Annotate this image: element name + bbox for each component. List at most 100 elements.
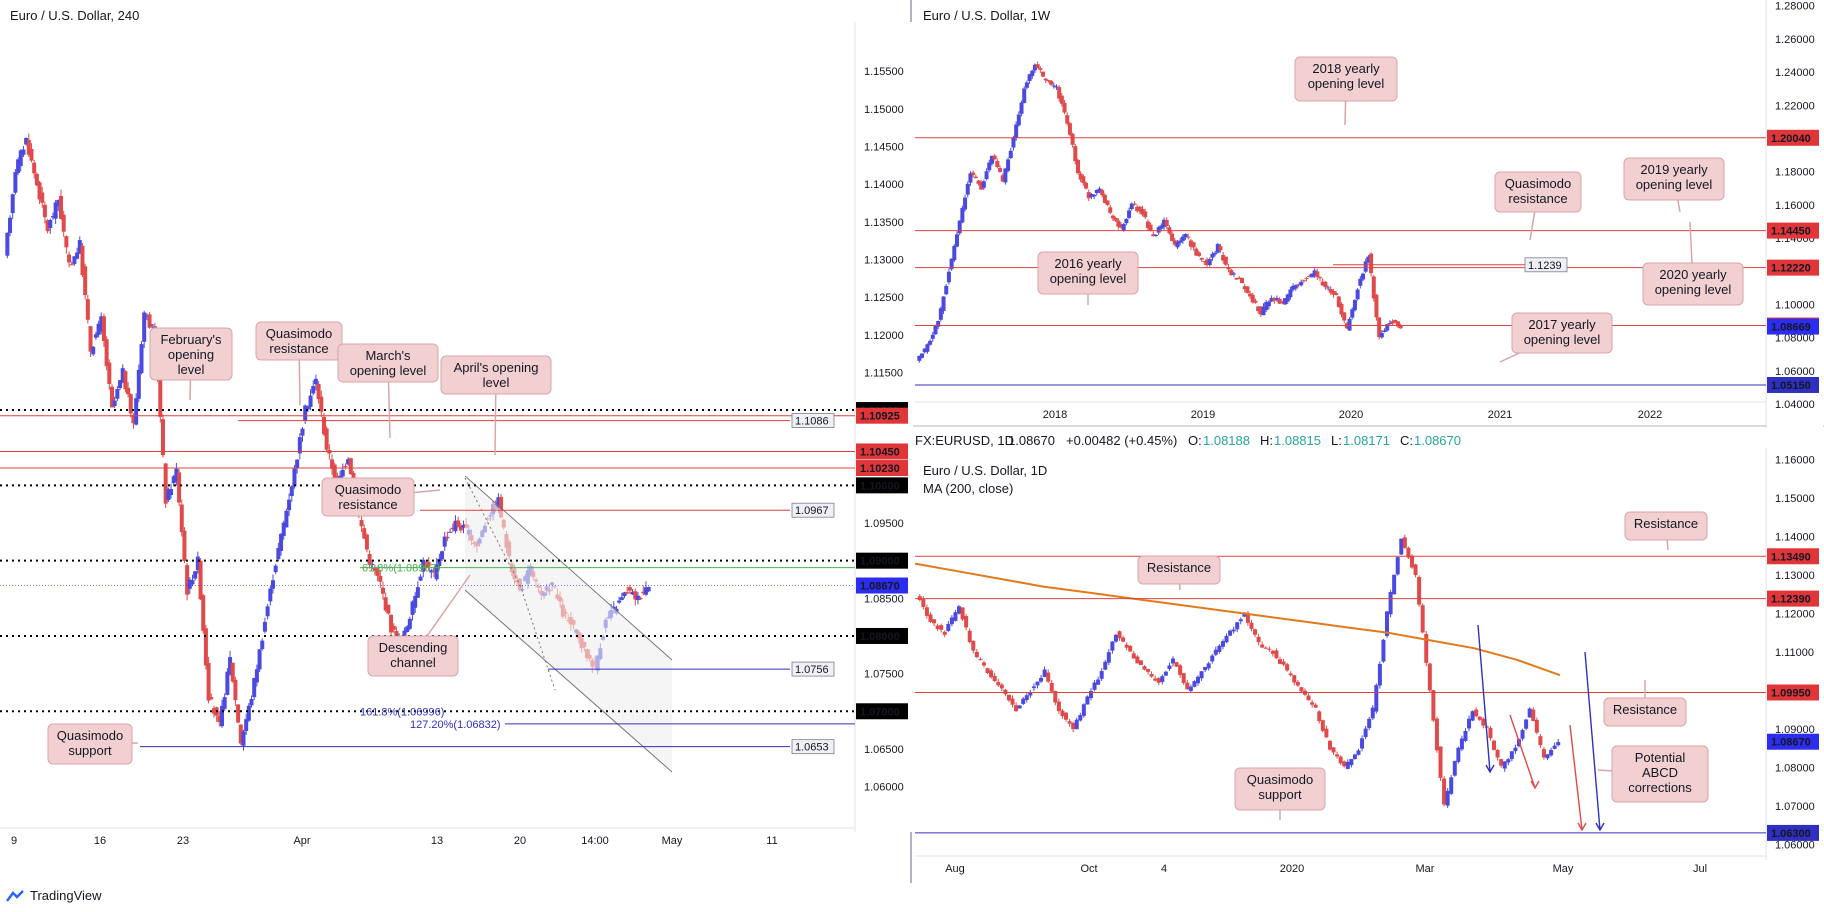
y-tick-label: 1.15000 xyxy=(1775,493,1815,505)
candle-body xyxy=(209,697,214,700)
candle-body xyxy=(960,207,965,223)
candle-body xyxy=(1312,270,1317,276)
candle-body xyxy=(1064,712,1069,720)
candle-body xyxy=(1299,687,1304,692)
ma-200-line xyxy=(914,562,1561,677)
abcd-arrow xyxy=(1477,624,1491,773)
callout-april-open-text: April's opening xyxy=(454,360,539,375)
candle-body xyxy=(24,137,29,145)
candle-body xyxy=(1317,277,1322,279)
callout-y2020-box xyxy=(1642,262,1744,306)
candle-body xyxy=(1159,225,1164,229)
candle-body xyxy=(32,162,37,174)
candle-body xyxy=(348,458,353,474)
candle-body xyxy=(230,662,235,682)
candle-body xyxy=(453,520,458,532)
candle-body xyxy=(1028,692,1033,696)
candle-body xyxy=(920,353,925,358)
candle-body xyxy=(128,394,133,414)
current-price-badge-text: 1.08670 xyxy=(860,581,900,593)
candle-body xyxy=(1131,653,1136,659)
candle-body xyxy=(989,670,994,678)
y-tick-label: 1.06000 xyxy=(1775,839,1815,851)
candle-body xyxy=(1270,650,1275,654)
candle-body xyxy=(1016,114,1021,126)
candle-body xyxy=(423,564,428,568)
candle-body xyxy=(1191,242,1196,248)
candle-body xyxy=(1024,82,1029,88)
candle-body xyxy=(64,236,69,248)
candle-body xyxy=(932,619,937,624)
candle-body xyxy=(1075,159,1080,174)
candle-body xyxy=(1121,224,1126,231)
candle-body xyxy=(1014,124,1019,139)
candle-body xyxy=(1256,306,1261,312)
candle-body xyxy=(1288,673,1293,676)
candle-body xyxy=(1149,674,1154,677)
candle-body xyxy=(319,396,324,412)
red-level-badge-text: 1.10450 xyxy=(860,446,900,458)
candle-body xyxy=(1129,203,1134,210)
callout-qm-sup-text: support xyxy=(68,743,112,758)
candle-body xyxy=(1307,276,1312,278)
callout-res-low-text: Resistance xyxy=(1613,702,1677,717)
candle-body xyxy=(1078,173,1083,180)
line-label-text: 1.0756 xyxy=(795,664,829,676)
candle-body xyxy=(1292,675,1297,683)
blue-level-badge-text: 1.05150 xyxy=(1771,380,1811,392)
candle-body xyxy=(1360,738,1365,749)
candle-body xyxy=(203,628,208,666)
y-tick-label: 1.26000 xyxy=(1775,34,1815,46)
qm-res-label-text: 1.1239 xyxy=(1528,260,1562,272)
candle-body xyxy=(1395,557,1400,575)
callout-march-open-box xyxy=(337,343,439,383)
tradingview-logo[interactable]: TradingView xyxy=(6,888,102,903)
candle-body xyxy=(75,252,80,259)
candle-body xyxy=(109,386,114,408)
candle-body xyxy=(85,299,90,320)
candle-body xyxy=(1046,672,1051,682)
candle-body xyxy=(1226,267,1231,270)
candle-body xyxy=(244,719,249,731)
candle-body xyxy=(311,386,316,394)
descending-channel-fill xyxy=(465,478,672,772)
ohlc-l-value: 1.08171 xyxy=(1343,433,1390,448)
candle-body xyxy=(617,600,622,603)
candle-body xyxy=(1008,150,1013,159)
candle-body xyxy=(992,155,997,160)
candle-body xyxy=(1215,244,1220,253)
abcd-arrow xyxy=(1569,724,1583,831)
candle-body xyxy=(1183,233,1188,238)
candle-body xyxy=(284,510,289,528)
candle-body xyxy=(305,406,310,410)
candle-body xyxy=(383,597,388,611)
callout-qm-res-2-text: Quasimodo xyxy=(335,482,401,497)
abcd-dotted-leg xyxy=(464,477,556,691)
y-tick-label: 1.13500 xyxy=(864,217,904,229)
candle-body xyxy=(1242,286,1247,290)
candle-body xyxy=(1228,630,1233,636)
candle-body xyxy=(1073,146,1078,162)
candle-body xyxy=(1301,280,1306,282)
x-tick-label: 2020 xyxy=(1280,863,1304,875)
candle-body xyxy=(1060,710,1065,717)
candle-body xyxy=(928,340,933,345)
candle-body xyxy=(426,562,431,567)
red-level-badge-text: 1.12390 xyxy=(1771,594,1811,606)
blue-level-badge-bg xyxy=(1767,376,1819,393)
candle-body xyxy=(1108,207,1113,213)
candle-body xyxy=(144,315,149,317)
ohlc-h-value: 1.08815 xyxy=(1274,433,1321,448)
candle-body xyxy=(289,486,294,496)
x-tick-label: 2020 xyxy=(1339,409,1363,421)
candle-body xyxy=(935,625,940,629)
candle-body xyxy=(917,355,922,361)
candle-body xyxy=(938,308,943,320)
candle-body xyxy=(91,346,96,355)
candle-body xyxy=(1331,747,1336,753)
candle-body xyxy=(1032,64,1037,71)
x-tick-label: Jul xyxy=(1693,863,1707,875)
candle-body xyxy=(445,536,450,539)
candle-body xyxy=(941,296,946,311)
ohlc-symbol: FX:EURUSD, 1D xyxy=(915,433,1014,448)
